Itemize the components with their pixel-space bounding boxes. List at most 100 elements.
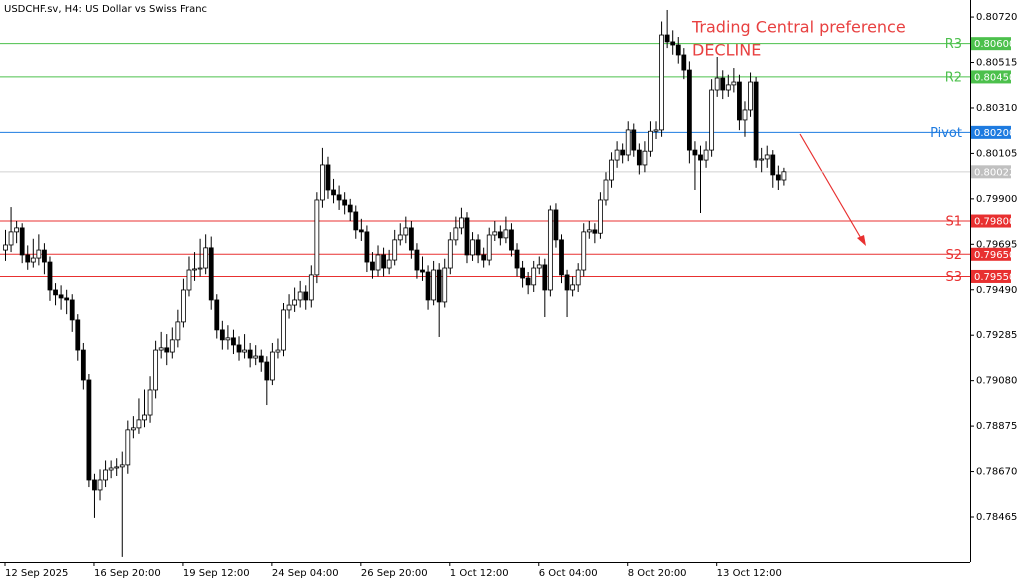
- level-label: 0.80600: [974, 39, 1015, 50]
- level-name: S3: [945, 270, 962, 285]
- x-tick-label: 1 Oct 12:00: [450, 568, 509, 579]
- x-tick-label: 13 Oct 12:00: [717, 568, 782, 579]
- level-box: [971, 269, 1011, 283]
- candle-body: [303, 291, 309, 301]
- candle-body: [308, 274, 314, 301]
- candle-body: [342, 199, 348, 206]
- candle-body: [147, 389, 153, 416]
- candle-body: [231, 337, 236, 346]
- last-price-label: 0.80022: [974, 167, 1015, 178]
- candle-body: [353, 211, 359, 231]
- candle-body: [586, 229, 592, 233]
- candle-body: [297, 291, 303, 301]
- candle-body: [186, 269, 192, 291]
- candle-body: [625, 129, 631, 156]
- candle-body: [464, 217, 470, 256]
- candle-body: [358, 229, 364, 233]
- candle-body: [731, 81, 737, 86]
- annotation: DECLINE: [692, 41, 761, 60]
- candle-body: [553, 209, 559, 241]
- candle-body: [675, 44, 681, 56]
- candle-body: [492, 231, 498, 236]
- candle-body: [325, 164, 331, 191]
- level-name: R2: [945, 70, 962, 85]
- candle-body: [592, 229, 598, 234]
- candle-body: [575, 269, 581, 286]
- candle-body: [503, 229, 509, 239]
- candle-body: [130, 427, 136, 431]
- candle-body: [714, 77, 720, 91]
- candle-body: [481, 254, 487, 261]
- candle-body: [392, 239, 398, 261]
- candle-body: [47, 261, 53, 291]
- candle-body: [103, 469, 108, 481]
- candle-body: [381, 254, 386, 269]
- candle-body: [208, 247, 214, 301]
- candle-body: [58, 294, 64, 299]
- candle-body: [636, 149, 642, 166]
- y-tick-label: 0.78465: [976, 512, 1017, 523]
- y-tick-label: 0.80105: [976, 148, 1017, 159]
- candle-body: [264, 361, 270, 381]
- y-tick-label: 0.78670: [976, 467, 1017, 478]
- candle-body: [698, 154, 703, 161]
- level-name: R3: [945, 37, 962, 52]
- x-tick-label: 26 Sep 20:00: [361, 568, 428, 579]
- y-tick-label: 0.79695: [976, 239, 1017, 250]
- candle-body: [75, 319, 81, 351]
- candle-body: [64, 297, 70, 301]
- candle-body: [164, 347, 170, 353]
- candle-body: [69, 299, 75, 321]
- candle-body: [447, 239, 453, 269]
- candle-body: [397, 234, 403, 241]
- candle-body: [142, 414, 147, 421]
- candle-body: [386, 259, 392, 269]
- candle-body: [3, 244, 8, 251]
- candle-body: [214, 299, 220, 331]
- y-tick-label: 0.79490: [976, 285, 1017, 296]
- candle-body: [92, 479, 97, 491]
- x-tick-label: 16 Sep 20:00: [94, 568, 161, 579]
- candle-body: [659, 34, 664, 131]
- candle-body: [653, 129, 659, 132]
- candle-body: [614, 149, 620, 161]
- candle-body: [236, 344, 242, 353]
- candle-body: [136, 419, 142, 429]
- candle-body: [258, 355, 264, 363]
- candle-body: [536, 264, 542, 269]
- level-box: [971, 214, 1011, 228]
- candle-body: [547, 209, 553, 291]
- candle-body: [425, 271, 431, 301]
- candle-body: [514, 249, 520, 269]
- candle-body: [436, 269, 442, 303]
- candle-body: [219, 329, 225, 341]
- candle-body: [408, 227, 414, 251]
- candle-body: [703, 149, 709, 161]
- level-box: [971, 125, 1011, 139]
- candle-body: [603, 179, 609, 201]
- x-tick-label: 8 Oct 20:00: [628, 568, 687, 579]
- level-box: [971, 70, 1011, 84]
- candle-body: [314, 199, 320, 276]
- candle-body: [169, 339, 175, 353]
- x-tick-label: 24 Sep 04:00: [272, 568, 339, 579]
- candle-body: [737, 81, 742, 121]
- candle-body: [642, 150, 648, 166]
- candle-body: [269, 351, 275, 381]
- x-tick-label: 6 Oct 04:00: [539, 568, 598, 579]
- candle-body: [459, 217, 464, 229]
- candle-body: [153, 349, 159, 391]
- y-tick-label: 0.79900: [976, 194, 1017, 205]
- candle-body: [725, 84, 731, 91]
- candle-body: [720, 77, 726, 91]
- candle-body: [25, 254, 31, 263]
- candle-body: [242, 349, 247, 353]
- x-tick-label: 12 Sep 2025: [5, 568, 68, 579]
- candle-body: [203, 247, 209, 269]
- candle-body: [292, 299, 298, 306]
- candle-body: [336, 194, 342, 201]
- candle-body: [364, 231, 370, 263]
- candle-body: [775, 174, 781, 181]
- candle-body: [759, 158, 765, 161]
